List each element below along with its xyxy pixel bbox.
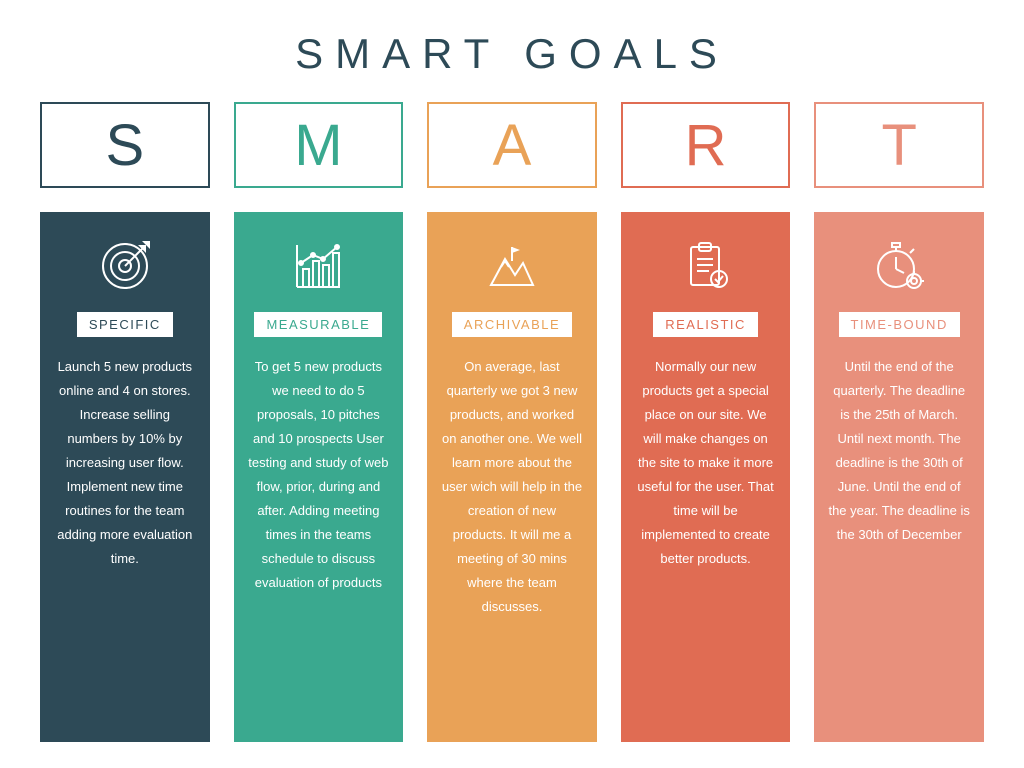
letter-box-t: T xyxy=(814,102,984,188)
card-timebound: TIME-BOUND Until the end of the quarterl… xyxy=(814,212,984,742)
column-archivable: A ARCHIVABLE On average, last quarterly … xyxy=(427,102,597,742)
column-realistic: R REALISTIC Normally our new products ge… xyxy=(621,102,791,742)
label-specific: SPECIFIC xyxy=(77,312,173,337)
desc-measurable: To get 5 new products we need to do 5 pr… xyxy=(248,355,390,595)
mountain-icon xyxy=(485,234,539,298)
label-archivable: ARCHIVABLE xyxy=(452,312,572,337)
label-realistic: REALISTIC xyxy=(653,312,758,337)
column-timebound: T TIME-BOUND Until the end of the quarte… xyxy=(814,102,984,742)
letter-box-r: R xyxy=(621,102,791,188)
label-measurable: MEASURABLE xyxy=(254,312,382,337)
letter-box-s: S xyxy=(40,102,210,188)
card-specific: SPECIFIC Launch 5 new products online an… xyxy=(40,212,210,742)
columns-container: S SPECIFIC Launch 5 new products online … xyxy=(0,102,1024,742)
chart-icon xyxy=(291,234,345,298)
card-measurable: MEASURABLE To get 5 new products we need… xyxy=(234,212,404,742)
page-title: SMART GOALS xyxy=(0,0,1024,102)
letter-box-a: A xyxy=(427,102,597,188)
label-timebound: TIME-BOUND xyxy=(839,312,960,337)
letter-box-m: M xyxy=(234,102,404,188)
clipboard-icon xyxy=(679,234,733,298)
desc-specific: Launch 5 new products online and 4 on st… xyxy=(54,355,196,571)
desc-archivable: On average, last quarterly we got 3 new … xyxy=(441,355,583,620)
column-specific: S SPECIFIC Launch 5 new products online … xyxy=(40,102,210,742)
card-archivable: ARCHIVABLE On average, last quarterly we… xyxy=(427,212,597,742)
column-measurable: M MEASURABLE To get 5 new prod xyxy=(234,102,404,742)
card-realistic: REALISTIC Normally our new products get … xyxy=(621,212,791,742)
desc-timebound: Until the end of the quarterly. The dead… xyxy=(828,355,970,547)
stopwatch-icon xyxy=(872,234,926,298)
target-icon xyxy=(98,234,152,298)
desc-realistic: Normally our new products get a special … xyxy=(635,355,777,571)
